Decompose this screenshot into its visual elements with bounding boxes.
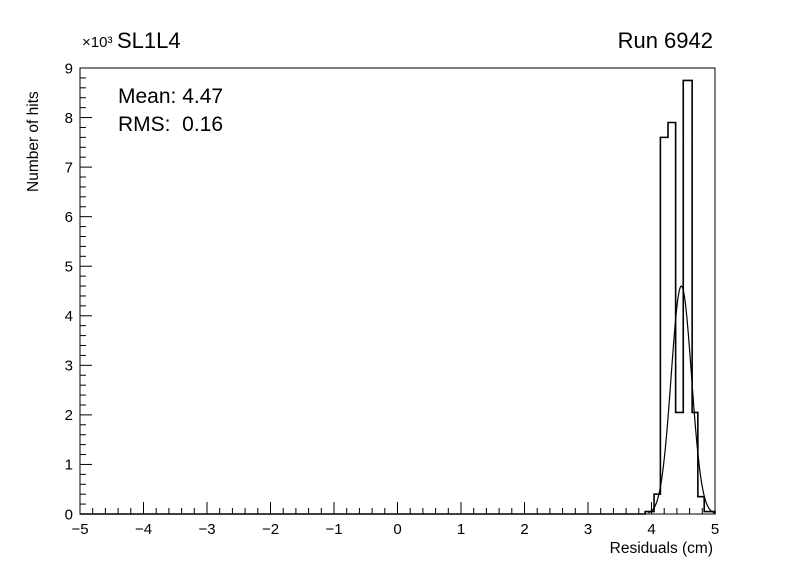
- x-tick-label: 3: [584, 521, 592, 538]
- y-tick-label: 8: [65, 110, 73, 127]
- x-tick-label: −4: [135, 521, 152, 538]
- x-tick-label: 1: [457, 521, 465, 538]
- y-tick-label: 6: [65, 209, 73, 226]
- y-tick-label: 5: [65, 258, 73, 275]
- plot-title: SL1L4: [117, 28, 181, 53]
- y-tick-label: 4: [65, 308, 73, 325]
- y-tick-label: 2: [65, 407, 73, 424]
- x-axis-title: Residuals (cm): [610, 540, 713, 557]
- run-label: Run 6942: [618, 28, 713, 53]
- y-tick-label: 9: [65, 60, 73, 77]
- y-tick-label: 1: [65, 457, 73, 474]
- histogram-outline: [80, 79, 716, 515]
- x-tick-label: 5: [711, 521, 719, 538]
- x-tick-label: −1: [325, 521, 342, 538]
- stats-rms-text: RMS: 0.16: [118, 113, 223, 136]
- x-tick-label: 4: [647, 521, 655, 538]
- stats-mean-text: Mean: 4.47: [118, 85, 223, 108]
- y-axis-multiplier: ×10³: [82, 34, 112, 51]
- x-tick-label: −5: [71, 521, 88, 538]
- y-tick-label: 0: [65, 506, 73, 523]
- gaussian-fit-curve: [648, 285, 716, 514]
- generated-chart-content: −5 −4 −3 −2 −1 0 1 2 3 4 5 0 1 2 3 4 5 6 7 8 9: [65, 60, 720, 538]
- plot-frame: [79, 67, 716, 515]
- x-tick-label: −2: [262, 521, 279, 538]
- x-tick-label: −3: [198, 521, 215, 538]
- x-tick-label: 0: [393, 521, 401, 538]
- y-axis-title: Number of hits: [25, 91, 42, 192]
- y-tick-label: 3: [65, 358, 73, 375]
- y-tick-label: 7: [65, 159, 73, 176]
- x-tick-label: 2: [520, 521, 528, 538]
